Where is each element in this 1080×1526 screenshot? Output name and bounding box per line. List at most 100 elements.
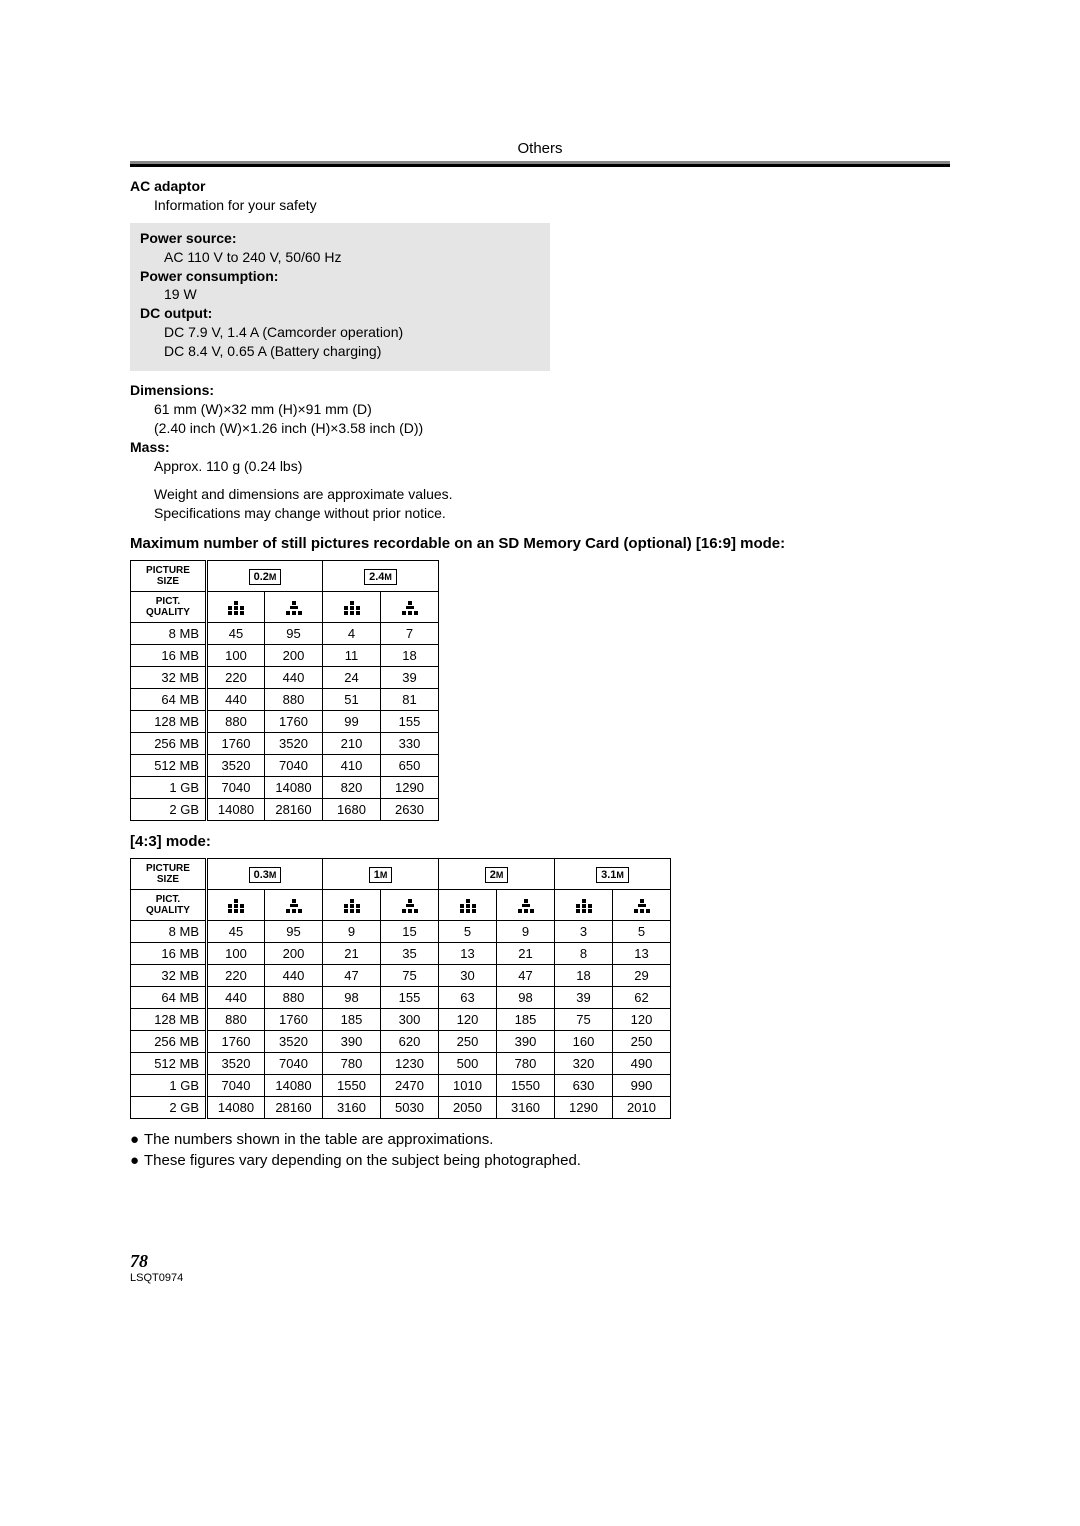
table-row: 16 MB10020021351321813 bbox=[131, 943, 671, 965]
cell: 1550 bbox=[497, 1075, 555, 1097]
table-row: 512 MB35207040410650 bbox=[131, 755, 439, 777]
size-col: 0.2M bbox=[207, 561, 323, 592]
cell: 4 bbox=[323, 623, 381, 645]
cell: 440 bbox=[207, 689, 265, 711]
cell: 99 bbox=[323, 711, 381, 733]
cell: 98 bbox=[323, 987, 381, 1009]
cell: 39 bbox=[381, 667, 439, 689]
cell: 3520 bbox=[265, 1031, 323, 1053]
row-label: 16 MB bbox=[131, 943, 207, 965]
row-label: 2 GB bbox=[131, 799, 207, 821]
table-row: 16 MB1002001118 bbox=[131, 645, 439, 667]
cell: 880 bbox=[207, 711, 265, 733]
quality-fine-icon bbox=[439, 890, 497, 921]
cell: 390 bbox=[497, 1031, 555, 1053]
cell: 1550 bbox=[323, 1075, 381, 1097]
cell: 21 bbox=[497, 943, 555, 965]
table-row: 2 GB140802816016802630 bbox=[131, 799, 439, 821]
cell: 2630 bbox=[381, 799, 439, 821]
cell: 100 bbox=[207, 943, 265, 965]
row-label: 32 MB bbox=[131, 965, 207, 987]
cell: 820 bbox=[323, 777, 381, 799]
picture-size-header: PICTURESIZE bbox=[131, 561, 207, 592]
table43-title: [4:3] mode: bbox=[130, 833, 950, 850]
row-label: 512 MB bbox=[131, 1053, 207, 1075]
cell: 3 bbox=[555, 921, 613, 943]
section-rule bbox=[130, 161, 950, 167]
quality-std-icon bbox=[265, 592, 323, 623]
dc-output-line1: DC 7.9 V, 1.4 A (Camcorder operation) bbox=[164, 323, 540, 342]
cell: 1010 bbox=[439, 1075, 497, 1097]
picture-size-header: PICTURESIZE bbox=[131, 859, 207, 890]
pict-quality-header: PICT.QUALITY bbox=[131, 592, 207, 623]
quality-std-icon bbox=[265, 890, 323, 921]
note1: The numbers shown in the table are appro… bbox=[144, 1131, 493, 1148]
cell: 440 bbox=[265, 667, 323, 689]
cell: 95 bbox=[265, 623, 323, 645]
quality-fine-icon bbox=[555, 890, 613, 921]
cell: 14080 bbox=[207, 1097, 265, 1119]
cell: 880 bbox=[265, 689, 323, 711]
cell: 47 bbox=[497, 965, 555, 987]
cell: 155 bbox=[381, 987, 439, 1009]
cell: 630 bbox=[555, 1075, 613, 1097]
power-source-value: AC 110 V to 240 V, 50/60 Hz bbox=[164, 248, 540, 267]
cell: 185 bbox=[323, 1009, 381, 1031]
spec-table: PICTURESIZE0.3M1M2M3.1MPICT.QUALITY8 MB4… bbox=[130, 858, 671, 1119]
cell: 62 bbox=[613, 987, 671, 1009]
cell: 3520 bbox=[265, 733, 323, 755]
mass-value: Approx. 110 ɡ (0.24 lbs) bbox=[154, 457, 950, 476]
cell: 3160 bbox=[497, 1097, 555, 1119]
cell: 1760 bbox=[265, 711, 323, 733]
cell: 30 bbox=[439, 965, 497, 987]
dimensions-label: Dimensions: bbox=[130, 381, 950, 400]
pict-quality-header: PICT.QUALITY bbox=[131, 890, 207, 921]
cell: 2470 bbox=[381, 1075, 439, 1097]
cell: 490 bbox=[613, 1053, 671, 1075]
cell: 780 bbox=[323, 1053, 381, 1075]
cell: 3160 bbox=[323, 1097, 381, 1119]
cell: 11 bbox=[323, 645, 381, 667]
cell: 200 bbox=[265, 645, 323, 667]
cell: 7040 bbox=[207, 1075, 265, 1097]
cell: 14080 bbox=[265, 1075, 323, 1097]
row-label: 2 GB bbox=[131, 1097, 207, 1119]
table-row: 2 GB1408028160316050302050316012902010 bbox=[131, 1097, 671, 1119]
cell: 13 bbox=[613, 943, 671, 965]
cell: 1760 bbox=[207, 733, 265, 755]
cell: 15 bbox=[381, 921, 439, 943]
cell: 1760 bbox=[265, 1009, 323, 1031]
cell: 320 bbox=[555, 1053, 613, 1075]
size-col: 2M bbox=[439, 859, 555, 890]
cell: 120 bbox=[439, 1009, 497, 1031]
cell: 185 bbox=[497, 1009, 555, 1031]
quality-fine-icon bbox=[207, 592, 265, 623]
mass-label: Mass: bbox=[130, 438, 950, 457]
cell: 5030 bbox=[381, 1097, 439, 1119]
cell: 39 bbox=[555, 987, 613, 1009]
cell: 24 bbox=[323, 667, 381, 689]
table-row: 128 MB880176099155 bbox=[131, 711, 439, 733]
cell: 155 bbox=[381, 711, 439, 733]
quality-fine-icon bbox=[323, 890, 381, 921]
cell: 120 bbox=[613, 1009, 671, 1031]
cell: 330 bbox=[381, 733, 439, 755]
table-169: PICTURESIZE0.2M2.4MPICT.QUALITY8 MB45954… bbox=[130, 560, 950, 821]
cell: 7040 bbox=[265, 755, 323, 777]
table-row: 32 MB2204402439 bbox=[131, 667, 439, 689]
row-label: 128 MB bbox=[131, 711, 207, 733]
cell: 51 bbox=[323, 689, 381, 711]
section-header: Others bbox=[130, 140, 950, 161]
row-label: 512 MB bbox=[131, 755, 207, 777]
cell: 880 bbox=[207, 1009, 265, 1031]
size-col: 0.3M bbox=[207, 859, 323, 890]
cell: 1290 bbox=[381, 777, 439, 799]
cell: 440 bbox=[265, 965, 323, 987]
row-label: 64 MB bbox=[131, 689, 207, 711]
dc-output-line2: DC 8.4 V, 0.65 A (Battery charging) bbox=[164, 342, 540, 361]
footer: 78 LSQT0974 bbox=[130, 1251, 950, 1284]
cell: 28160 bbox=[265, 1097, 323, 1119]
cell: 14080 bbox=[265, 777, 323, 799]
cell: 210 bbox=[323, 733, 381, 755]
table-row: 512 MB352070407801230500780320490 bbox=[131, 1053, 671, 1075]
